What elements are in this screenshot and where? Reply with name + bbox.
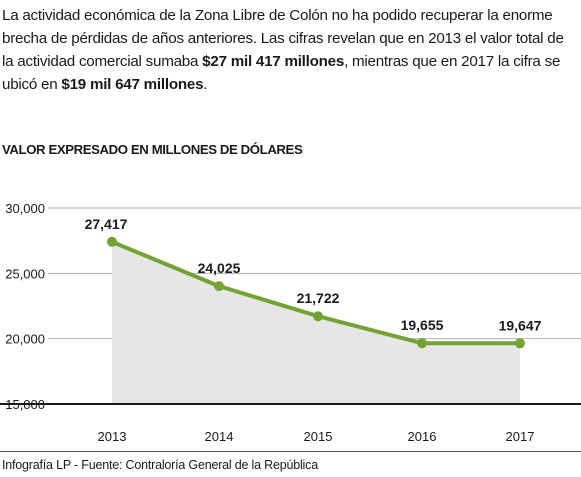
intro-paragraph: La actividad económica de la Zona Libre … <box>2 4 577 96</box>
y-tick-30,000: 30,000 <box>5 201 45 216</box>
x-axis-tick-labels: 2013 2014 2015 2016 2017 <box>98 429 535 444</box>
footer-divider <box>0 451 581 452</box>
data-points <box>107 236 525 349</box>
data-point-2013 <box>107 236 117 247</box>
data-point-2017 <box>515 338 525 349</box>
x-tick-2016: 2016 <box>408 429 437 444</box>
data-point-2015 <box>313 311 323 322</box>
intro-highlight-2013: $27 mil 417 millones <box>202 53 345 70</box>
intro-text-1: La actividad económica de la Zona Libre … <box>2 7 564 70</box>
data-point-2016 <box>417 338 427 349</box>
x-tick-2017: 2017 <box>506 429 535 444</box>
data-point-2014 <box>214 281 224 292</box>
data-label-2015: 21,722 <box>297 290 340 306</box>
x-tick-2013: 2013 <box>98 429 127 444</box>
data-labels: 27,417 24,025 21,722 19,655 19,647 <box>85 216 542 333</box>
chart-subtitle: VALOR EXPRESADO EN MILLONES DE DÓLARES <box>2 142 303 157</box>
data-label-2014: 24,025 <box>198 260 241 276</box>
intro-highlight-2017: $19 mil 647 millones <box>61 76 204 93</box>
y-tick-20,000: 20,000 <box>5 332 45 347</box>
intro-text-3: . <box>203 76 208 93</box>
y-tick-25,000: 25,000 <box>5 266 45 281</box>
intro-text-2: , mientras que en 2017 la cifra se ubicó… <box>2 53 561 93</box>
data-label-2017: 19,647 <box>499 317 542 333</box>
data-label-2013: 27,417 <box>85 216 128 232</box>
area-fill <box>112 241 520 404</box>
x-tick-2015: 2015 <box>304 429 333 444</box>
x-tick-2014: 2014 <box>205 429 234 444</box>
data-label-2016: 19,655 <box>401 317 444 333</box>
source-footer: Infografía LP - Fuente: Contraloría Gene… <box>2 458 318 472</box>
